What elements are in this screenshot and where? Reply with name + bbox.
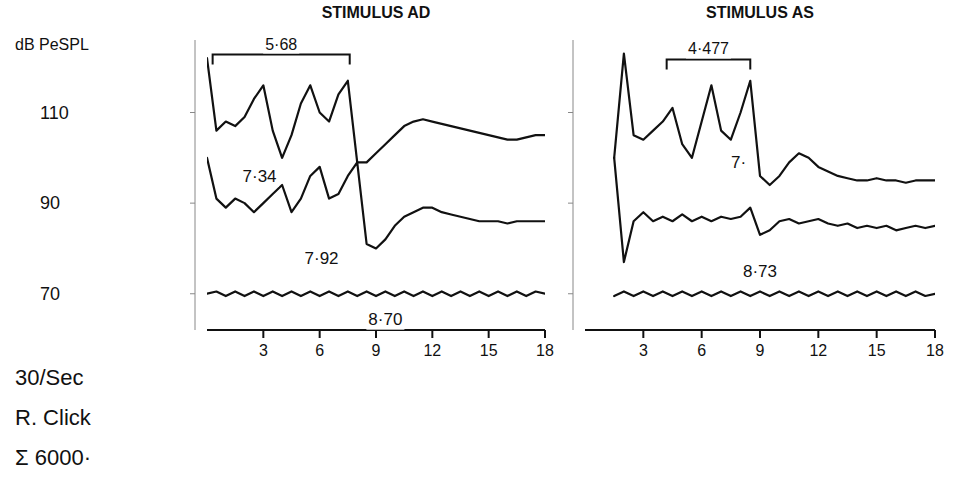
plot-area (207, 58, 545, 296)
x-tick-label: 18 (536, 342, 554, 359)
x-tick-label: 6 (315, 342, 324, 359)
latency-label: 7· (731, 153, 746, 172)
y-tick (190, 112, 195, 113)
x-tick-label: 9 (756, 342, 765, 359)
label-patch (366, 309, 404, 330)
y-tick (190, 293, 195, 294)
waveform (207, 58, 545, 162)
y-tick-label: 70 (40, 284, 60, 304)
x-tick-label: 12 (423, 342, 441, 359)
y-tick (568, 112, 573, 113)
latency-label: 7·92 (305, 249, 339, 268)
plot-area (614, 54, 935, 296)
bracket-label: 4·477 (688, 40, 729, 57)
label-patch (263, 35, 299, 54)
label-patch (241, 166, 279, 187)
x-tick-label: 9 (372, 342, 381, 359)
x-tick-label: 3 (259, 342, 268, 359)
x-tick (544, 330, 546, 338)
panel: STIMULUS AS 3 6 9 12 15 18 4·477 7· 8·73 (568, 4, 944, 359)
waveform (614, 158, 935, 262)
x-tick-label: 15 (480, 342, 498, 359)
y-axis-title: dB PeSPL (15, 36, 89, 53)
waveform (614, 54, 935, 185)
note: R. Click (15, 405, 92, 430)
chart-canvas: STIMULUS AD dB PeSPL 3 6 9 12 15 18 110 90 70 5·68 7… (0, 0, 956, 487)
x-tick-label: 12 (809, 342, 827, 359)
panel: STIMULUS AD dB PeSPL 3 6 9 12 15 18 110 90 70 5·68 7… (15, 4, 554, 470)
latency-bracket (213, 55, 350, 65)
note: Σ 6000· (15, 445, 91, 470)
x-tick (876, 330, 878, 338)
x-tick (488, 330, 490, 338)
panel-title: STIMULUS AS (706, 4, 814, 21)
y-tick (190, 203, 195, 204)
x-tick-label: 6 (697, 342, 706, 359)
latency-label: 7·34 (243, 167, 277, 186)
label-patch (686, 39, 731, 58)
bracket-label: 5·68 (265, 36, 297, 53)
x-tick (817, 330, 819, 338)
x-tick (431, 330, 433, 338)
x-tick (262, 330, 264, 338)
latency-bracket (667, 59, 751, 69)
x-tick (375, 330, 377, 338)
x-tick (642, 330, 644, 338)
y-tick (568, 203, 573, 204)
x-tick (319, 330, 321, 338)
waveform (207, 291, 545, 296)
label-patch (303, 248, 341, 269)
panel-title: STIMULUS AD (322, 4, 431, 21)
latency-label: 8·70 (368, 310, 402, 329)
x-tick (701, 330, 703, 338)
y-tick-label: 110 (40, 103, 69, 123)
y-axis (573, 40, 574, 330)
y-tick-label: 90 (40, 193, 60, 213)
x-tick-label: 15 (868, 342, 886, 359)
label-patch (741, 261, 779, 282)
waveform (207, 158, 545, 249)
latency-label: 8·73 (743, 262, 777, 281)
x-tick (934, 330, 936, 338)
note: 30/Sec (15, 365, 84, 390)
x-tick-label: 18 (926, 342, 944, 359)
waveform (614, 291, 935, 296)
label-patch (729, 152, 748, 173)
y-tick (568, 293, 573, 294)
x-tick (759, 330, 761, 338)
y-axis (195, 40, 196, 330)
x-tick-label: 3 (639, 342, 648, 359)
